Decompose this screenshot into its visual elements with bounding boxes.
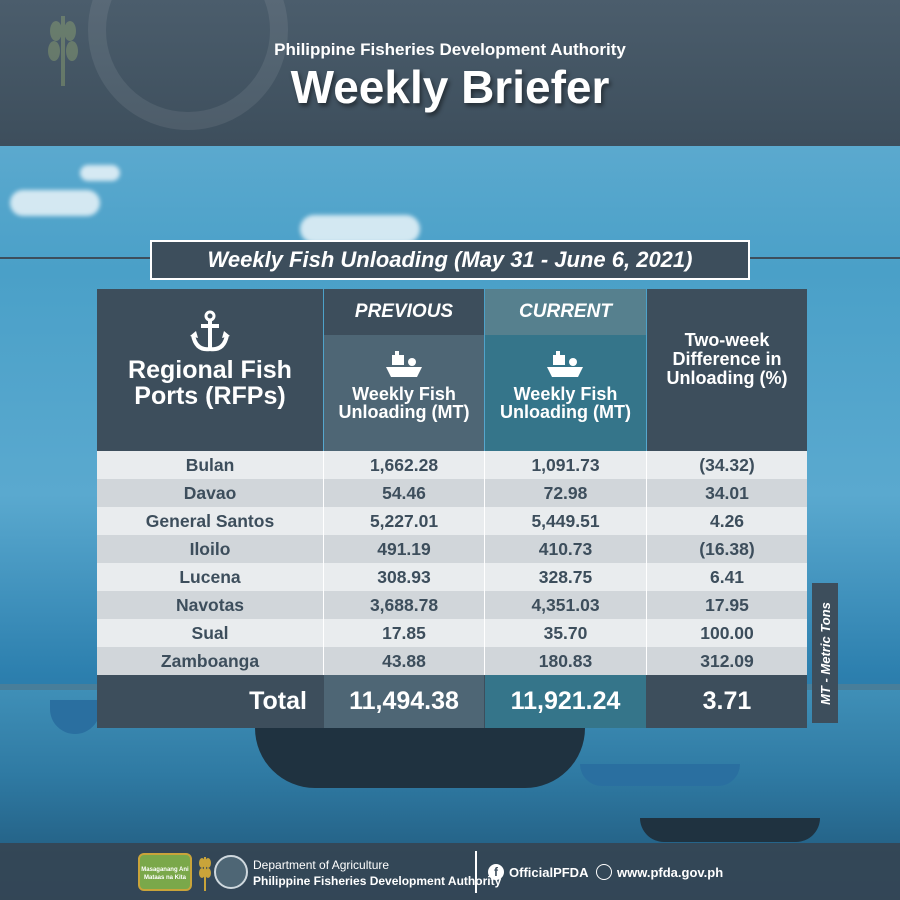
unit-note: MT - Metric Tons [812,583,838,723]
unit-note-text: MT - Metric Tons [817,601,833,705]
current-value: 1,091.73 [484,451,646,479]
total-current: 11,921.24 [484,675,646,728]
current-tag: CURRENT [485,289,646,335]
background-cloud [80,165,120,181]
previous-value: 5,227.01 [323,507,484,535]
difference-value: 17.95 [646,591,807,619]
difference-label: Two-week Difference in Unloading (%) [666,330,788,388]
header-rfp: Regional Fish Ports (RFPs) [97,289,323,451]
table-row: Iloilo 491.19 410.73 (16.38) [97,535,807,563]
header-bar: Philippine Fisheries Development Authori… [0,0,900,146]
agency-name: Philippine Fisheries Development Authori… [253,874,502,888]
logo-text: Masaganang Ani [141,867,189,873]
current-value: 72.98 [484,479,646,507]
table-row: Navotas 3,688.78 4,351.03 17.95 [97,591,807,619]
port-name: Navotas [175,594,245,615]
fishing-boat-icon [547,351,583,377]
current-value: 4,351.03 [484,591,646,619]
page-title: Weekly Briefer [290,61,610,113]
table-row: Bulan 1,662.28 1,091.73 (34.32) [97,451,807,479]
header-current: CURRENT Weekly Fish Unloading (MT) [485,289,646,451]
current-label: Weekly Fish Unloading (MT) [500,384,631,422]
globe-icon [596,864,612,880]
wheat-icon [199,857,211,891]
total-difference: 3.71 [646,675,807,728]
difference-value: 6.41 [646,563,807,591]
difference-value: (34.32) [646,451,807,479]
previous-value: 3,688.78 [323,591,484,619]
port-name: Davao [183,482,237,503]
table-row: Davao 54.46 72.98 34.01 [97,479,807,507]
previous-value: 308.93 [323,563,484,591]
wheat-icon [48,16,78,86]
port-name: Lucena [179,566,241,587]
pfda-logo [214,855,248,889]
logo-text: Mataas na Kita [143,875,186,881]
port-name: Bulan [185,454,235,475]
current-value: 180.83 [484,647,646,675]
previous-value: 1,662.28 [323,451,484,479]
difference-value: 34.01 [646,479,807,507]
total-previous: 11,494.38 [323,675,484,728]
current-value: 35.70 [484,619,646,647]
agency-subtitle: Philippine Fisheries Development Authori… [274,40,626,59]
current-value: 410.73 [484,535,646,563]
previous-tag: PREVIOUS [324,289,484,335]
port-name: Iloilo [189,538,231,559]
facebook-link[interactable]: OfficialPFDA [509,865,589,880]
header-rfp-label: Regional Fish Ports (RFPs) [128,356,292,410]
table-row: Lucena 308.93 328.75 6.41 [97,563,807,591]
previous-value: 54.46 [323,479,484,507]
background-cloud [300,215,420,243]
table-row: Zamboanga 43.88 180.83 312.09 [97,647,807,675]
fishing-boat-icon [386,351,422,377]
footer-divider [475,851,477,893]
total-row: Total 11,494.38 11,921.24 3.71 [97,675,807,728]
facebook-icon: f [488,864,504,880]
background-cloud [10,190,100,216]
current-value: 5,449.51 [484,507,646,535]
header-difference: Two-week Difference in Unloading (%) [647,289,807,451]
port-name: Zamboanga [160,650,260,671]
footer-bar: Masaganang Ani Mataas na Kita Department… [0,843,900,900]
anchor-icon [190,310,230,352]
boat-image [640,818,820,842]
table-row: General Santos 5,227.01 5,449.51 4.26 [97,507,807,535]
difference-value: 100.00 [646,619,807,647]
header-previous: PREVIOUS Weekly Fish Unloading (MT) [324,289,484,451]
previous-label: Weekly Fish Unloading (MT) [338,384,470,422]
boat-image [255,728,585,788]
port-name: Sual [191,622,229,643]
current-value: 328.75 [484,563,646,591]
port-name: General Santos [145,510,275,531]
difference-value: 4.26 [646,507,807,535]
previous-value: 17.85 [323,619,484,647]
total-label: Total [97,675,323,728]
website-link[interactable]: www.pfda.gov.ph [617,865,724,880]
department-name: Department of Agriculture [253,858,390,872]
bagong-pilipinas-logo: Masaganang Ani Mataas na Kita [138,853,192,891]
boat-image [580,764,740,786]
previous-value: 43.88 [323,647,484,675]
difference-value: (16.38) [646,535,807,563]
table-title-banner: Weekly Fish Unloading (May 31 - June 6, … [150,240,750,280]
previous-value: 491.19 [323,535,484,563]
fish-unloading-table: Regional Fish Ports (RFPs) PREVIOUS Week… [97,289,807,728]
table-row: Sual 17.85 35.70 100.00 [97,619,807,647]
difference-value: 312.09 [646,647,807,675]
